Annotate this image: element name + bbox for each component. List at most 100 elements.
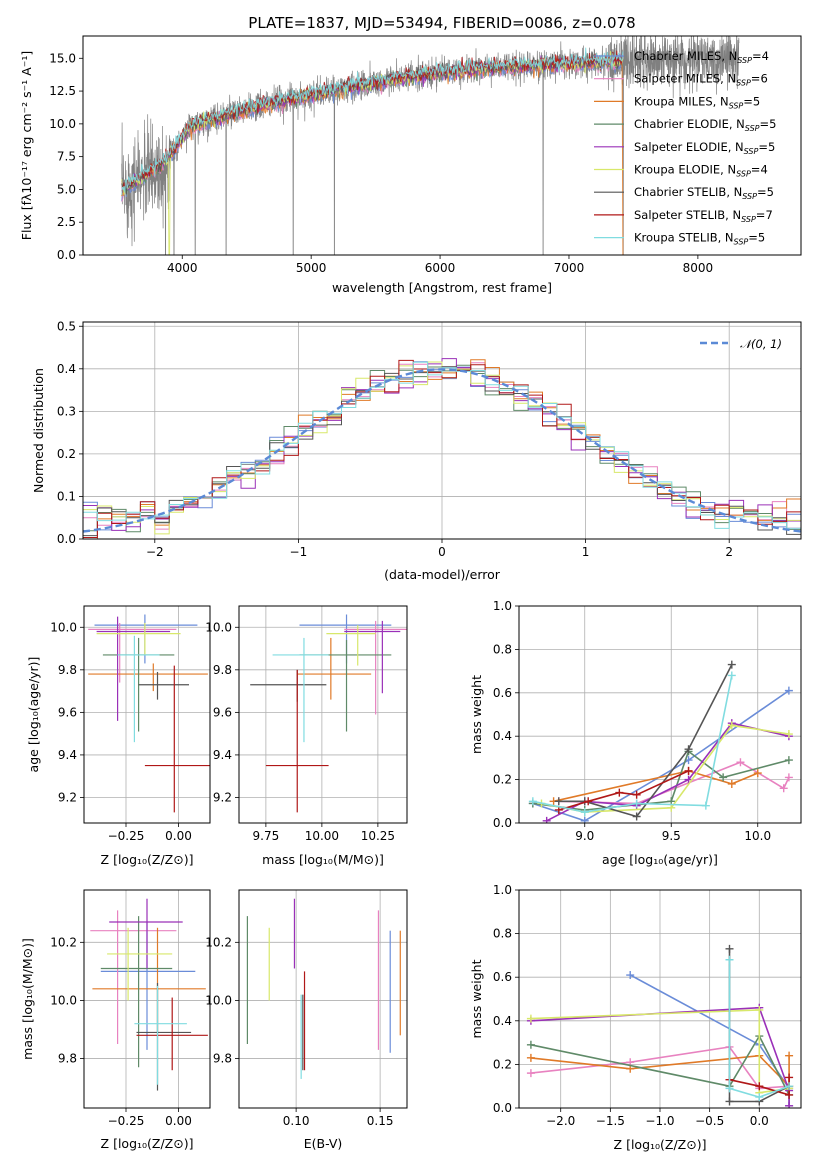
age_vs_mass-xlabel: mass [log₁₀(M/M⊙)] — [262, 852, 384, 867]
weight-marker-kroupa-elodie — [727, 721, 736, 730]
weight_vs_z-ytick-label: 0.6 — [493, 970, 512, 984]
weight-marker-kroupa-elodie — [755, 1005, 764, 1014]
weight-marker-kroupa-stelib — [725, 1084, 734, 1093]
weight-marker-kroupa-stelib — [727, 671, 736, 680]
age_vs_z-xlabel: Z [log₁₀(Z/Z⊙)] — [101, 852, 194, 867]
weight_vs_z-ylabel: mass weight — [469, 959, 484, 1038]
weight_vs_age-xtick-label: 9.5 — [662, 829, 681, 843]
residuals-ytick-label: 0.0 — [57, 532, 76, 546]
age_vs_z-ylabel: age [log₁₀(age/yr)] — [26, 657, 41, 773]
mass_vs_z-ytick-label: 10.2 — [50, 935, 77, 949]
legend-label-chabrier-miles: Chabrier MILES, NSSP=4 — [634, 49, 769, 65]
weight-marker-salpeter-elodie — [785, 1101, 794, 1108]
weight_vs_age-plot-area — [528, 660, 793, 823]
weight_vs_z-panel: −2.0 −1.5 −1.0 −0.5 0.0 0.0 0.2 0.4 0.6 0.8 1.0 Z [… — [469, 883, 802, 1152]
legend-nssp-subscript: SSP — [742, 192, 757, 201]
age_vs_z-ytick-label: 10.0 — [50, 620, 77, 634]
weight-marker-salpeter-stelib — [684, 766, 693, 775]
legend-nssp-eq: = — [748, 231, 758, 245]
weight_vs_age-ytick-label: 0.8 — [493, 642, 512, 656]
spectrum-panel: Chabrier MILES, NSSP=4 Salpeter MILES, NS… — [19, 14, 802, 295]
spectrum-ytick-label: 5.0 — [57, 182, 76, 196]
weight_vs_age-ytick-label: 0.4 — [493, 729, 512, 743]
legend-nssp-subscript: SSP — [741, 215, 756, 224]
age_vs_z-frame — [83, 605, 211, 824]
model-spectrum-kroupa-stelib — [121, 47, 624, 196]
spectrum-ylabel: Flux [fλ10⁻¹⁷ erg cm⁻² s⁻¹ A⁻¹] — [19, 51, 34, 240]
legend-nssp-eq: = — [751, 72, 761, 86]
spectrum-frame — [82, 35, 802, 256]
weight-marker-kroupa-stelib — [528, 797, 537, 806]
legend-series-name: Salpeter ELODIE — [634, 140, 728, 154]
legend-series-name: Kroupa MILES — [634, 94, 713, 108]
weight-line-chabrier-elodie — [530, 1034, 790, 1096]
residuals-ytick-label: 0.4 — [57, 362, 76, 376]
legend-series-name: Chabrier ELODIE — [634, 117, 729, 131]
weight-marker-salpeter-miles — [736, 758, 745, 767]
legend-series-name: Kroupa STELIB — [634, 231, 718, 245]
weight-marker-salpeter-stelib — [584, 797, 593, 806]
residuals-xtick-label: 2 — [725, 545, 733, 559]
legend-nssp-eq: = — [751, 163, 761, 177]
legend-nssp-value: 4 — [762, 49, 769, 63]
weight-marker-chabrier-stelib — [725, 944, 734, 953]
weight_vs_z-xtick-label: −2.0 — [546, 1114, 575, 1128]
weight-marker-chabrier-miles — [580, 816, 589, 823]
weight-marker-kroupa-elodie — [784, 730, 793, 739]
spectrum-ytick-label: 2.5 — [57, 215, 76, 229]
weight_vs_z-xlabel: Z [log₁₀(Z/Z⊙)] — [614, 1137, 707, 1152]
legend-label-salpeter-elodie: Salpeter ELODIE, NSSP=5 — [634, 140, 775, 156]
weight_vs_age-ylabel: mass weight — [469, 675, 484, 754]
legend-label-salpeter-miles: Salpeter MILES, NSSP=6 — [634, 72, 768, 88]
mass_vs_ebv-xtick-label: 0.15 — [367, 1114, 394, 1128]
age_vs_z-plot-area — [88, 614, 210, 813]
weight-marker-chabrier-elodie — [784, 756, 793, 765]
legend-series-name: Chabrier STELIB — [634, 185, 726, 199]
observed-spectrum-line — [121, 36, 740, 255]
gaussian-reference-curve — [83, 368, 801, 533]
weight-line-kroupa-stelib — [728, 959, 790, 1098]
mass_vs_ebv-frame — [238, 889, 408, 1109]
legend-nssp-prefix: , N — [729, 117, 745, 131]
mass_vs_ebv-xtick-label: 0.10 — [283, 1114, 310, 1128]
weight_vs_age-xlabel: age [log₁₀(age/yr)] — [602, 852, 718, 867]
spectrum-ytick-label: 15.0 — [49, 51, 76, 65]
age_vs_mass-plot-area — [250, 614, 407, 813]
weight-marker-kroupa-stelib — [701, 801, 710, 810]
legend-nssp-subscript: SSP — [734, 238, 749, 247]
legend-nssp-value: 5 — [767, 185, 774, 199]
legend-nssp-value: 7 — [765, 208, 772, 222]
weight-marker-chabrier-stelib — [725, 1097, 734, 1106]
mass_vs_ebv-plot-area — [246, 898, 401, 1079]
legend-nssp-eq: = — [758, 140, 768, 154]
residuals-xtick-label: −1 — [290, 545, 308, 559]
mass_vs_z-ytick-label: 9.8 — [58, 1052, 77, 1066]
legend-nssp-prefix: , N — [720, 72, 736, 86]
weight_vs_z-ytick-label: 0.2 — [493, 1057, 512, 1071]
chart-title: PLATE=1837, MJD=53494, FIBERID=0086, z=0… — [248, 14, 635, 32]
weight-line-kroupa-stelib — [532, 675, 733, 813]
weight_vs_age-ytick-label: 0.0 — [493, 816, 512, 830]
legend-nssp-prefix: , N — [720, 163, 736, 177]
legend-nssp-value: 4 — [760, 163, 767, 177]
weight-marker-kroupa-miles — [727, 779, 736, 788]
weight_vs_z-ytick-label: 0.0 — [493, 1101, 512, 1115]
legend-label-salpeter-stelib: Salpeter STELIB, NSSP=7 — [634, 208, 773, 224]
age_vs_z-panel: −0.25 0.00 9.2 9.4 9.6 9.8 10.0 Z [log₁₀(Z/Z⊙)]… — [26, 605, 211, 867]
weight-marker-salpeter-stelib — [632, 790, 641, 799]
age_vs_z-ytick-label: 9.6 — [58, 705, 77, 719]
age_vs_mass-xtick-label: 10.25 — [361, 829, 395, 843]
mass_vs_z-ytick-label: 10.0 — [50, 993, 77, 1007]
weight-marker-salpeter-miles — [526, 1069, 535, 1078]
weight_vs_z-plot-area — [526, 944, 794, 1108]
legend-nssp-value: 5 — [758, 231, 765, 245]
age_vs_mass-ytick-label: 9.2 — [213, 790, 232, 804]
mass_vs_z-xlabel: Z [log₁₀(Z/Z⊙)] — [101, 1136, 194, 1151]
weight-marker-chabrier-stelib — [554, 797, 563, 806]
weight-marker-chabrier-miles — [784, 686, 793, 695]
spectrum-ytick-label: 7.5 — [57, 150, 76, 164]
weight-marker-kroupa-miles — [526, 1053, 535, 1062]
legend-nssp-subscript: SSP — [729, 101, 744, 110]
legend-nssp-subscript: SSP — [744, 147, 759, 156]
residuals-plot-area — [83, 358, 801, 539]
